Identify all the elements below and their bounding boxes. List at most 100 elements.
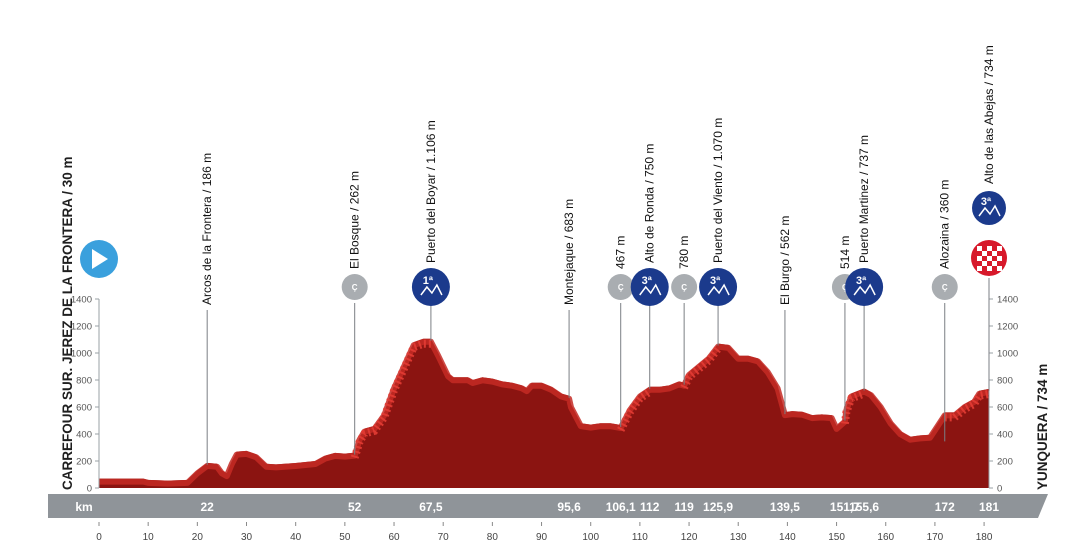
x-tick-labels: 0 10 20 30 40 50 60 70 80 90 100 110 120 130 140 150 160…: [96, 522, 993, 543]
x-tick-label: 110: [632, 532, 648, 543]
waypoint: Ç 467 m: [607, 236, 634, 427]
km-marker-label: 67,5: [419, 500, 443, 514]
sprint-icon: [341, 274, 368, 300]
elevation-area: [99, 338, 989, 488]
mountain-category-icon: [411, 268, 450, 306]
x-tick-label: 90: [536, 532, 548, 543]
finish-flag-square: [977, 246, 982, 251]
x-tick-label: 160: [877, 532, 894, 543]
km-marker-label: 139,5: [770, 500, 800, 514]
km-marker-label: 52: [348, 500, 362, 514]
km-marker-labels: 22 52 67,5 95,6 106,1 112 119 125,9 139,5 151,715…: [200, 500, 999, 514]
x-tick-label: 40: [290, 532, 302, 543]
start-label: CARREFOUR SUR. JEREZ DE LA FRONTERA / 30…: [60, 156, 75, 490]
waypoint: Ç 780 m: [671, 236, 698, 385]
x-tick-label: 20: [192, 532, 204, 543]
y-tick-label-right: 200: [997, 457, 1013, 468]
waypoint-label: El Bosque / 262 m: [348, 171, 362, 269]
waypoint: El Burgo / 562 m: [778, 216, 792, 415]
y-tick-label-left: 600: [76, 403, 92, 414]
waypoint: 1ª Puerto del Boyar / 1.106 m: [411, 120, 450, 341]
waypoint: 3ª Puerto Martinez / 737 m: [845, 135, 884, 391]
mountain-glyph: [978, 204, 1001, 217]
y-tick-label-left: 400: [76, 430, 92, 441]
waypoint-label: Puerto del Boyar / 1.106 m: [424, 120, 438, 263]
y-tick-label-left: 800: [76, 376, 92, 387]
y-tick-label-right: 600: [997, 403, 1013, 414]
mountain-glyph: [853, 283, 876, 296]
x-tick-label: 60: [388, 532, 400, 543]
x-tick-label: 180: [976, 532, 993, 543]
waypoint-label: Alto de Ronda / 750 m: [643, 144, 657, 263]
x-tick-label: 100: [582, 532, 599, 543]
sprint-icon-glyph: Ç: [681, 283, 687, 292]
y-tick-label-right: 1400: [997, 295, 1018, 306]
y-tick-label-left: 1200: [71, 322, 92, 333]
climb-segment: [617, 388, 652, 432]
km-marker-label: 125,9: [703, 500, 733, 514]
km-marker-label: 119: [674, 500, 694, 514]
x-tick-label: 10: [143, 532, 155, 543]
finish-flag-square: [982, 261, 987, 266]
km-band: [48, 494, 1048, 518]
y-tick-label-right: 800: [997, 376, 1013, 387]
waypoint-label: Puerto del Viento / 1.070 m: [711, 118, 725, 263]
mountain-category-label: 3ª: [710, 275, 721, 287]
finish-flag-square: [987, 266, 992, 271]
sprint-icon-glyph: Ç: [942, 283, 948, 292]
x-tick-label: 150: [828, 532, 845, 543]
waypoint-label: 514 m: [838, 236, 852, 269]
x-tick-label: 120: [681, 532, 698, 543]
x-axis-label: km: [75, 500, 92, 514]
waypoint-label: Puerto Martinez / 737 m: [857, 135, 871, 263]
waypoint: 3ª Alto de las Abejas / 734 m: [972, 45, 1006, 391]
y-tick-label-left: 0: [87, 484, 92, 495]
waypoint-label: Alto de las Abejas / 734 m: [982, 45, 996, 184]
sprint-icon: [931, 274, 958, 300]
km-marker-label: 155,6: [849, 500, 879, 514]
x-tick-label: 140: [779, 532, 796, 543]
finish-flag-square: [992, 261, 997, 266]
climb-segment: [840, 389, 866, 425]
finish-flag-square: [992, 251, 997, 256]
start-icon: [80, 240, 118, 278]
km-marker-label: 22: [200, 500, 214, 514]
y-tick-label-left: 200: [76, 457, 92, 468]
y-tick-label-right: 1200: [997, 322, 1018, 333]
mountain-glyph: [639, 283, 662, 296]
finish-flag-square: [997, 266, 1002, 271]
km-marker-label: 151,7: [830, 500, 860, 514]
mountain-category-icon: [845, 268, 884, 306]
waypoint: Ç Alozaina / 360 m: [931, 180, 958, 442]
waypoint-label: 780 m: [677, 236, 691, 269]
waypoint: Arcos de la Frontera / 186 m: [200, 153, 214, 465]
y-tick-label-right: 0: [997, 484, 1002, 495]
finish-flag-square: [997, 246, 1002, 251]
waypoint: Ç El Bosque / 262 m: [341, 171, 368, 455]
y-tick-label-left: 1000: [71, 349, 92, 360]
x-tick-label: 0: [96, 532, 102, 543]
x-tick-label: 80: [487, 532, 499, 543]
waypoint-label: 467 m: [614, 236, 628, 269]
waypoint: 3ª Puerto del Viento / 1.070 m: [699, 118, 738, 346]
sprint-icon-glyph: Ç: [842, 283, 848, 292]
finish-flag-square: [987, 256, 992, 261]
waypoint: Montejaque / 683 m: [562, 199, 576, 398]
elevation-profile: [99, 338, 990, 488]
x-tick-label: 30: [241, 532, 253, 543]
waypoint-markers: Arcos de la Frontera / 186 m Ç El Bosque /…: [200, 45, 1006, 465]
mountain-category-label: 1ª: [423, 275, 434, 287]
x-tick-label: 130: [730, 532, 747, 543]
mountain-glyph: [420, 283, 443, 296]
waypoint: 3ª Alto de Ronda / 750 m: [630, 144, 669, 389]
sprint-icon-glyph: Ç: [618, 283, 624, 292]
mountain-category-label: 3ª: [981, 196, 992, 208]
y-tick-label-right: 1000: [997, 349, 1018, 360]
climb-segment: [350, 339, 431, 459]
waypoint-label: Montejaque / 683 m: [562, 199, 576, 305]
y-tick-label-left: 1400: [71, 295, 92, 306]
y-tick-label-right: 400: [997, 430, 1013, 441]
km-marker-label: 106,1: [606, 500, 636, 514]
x-tick-label: 50: [339, 532, 351, 543]
